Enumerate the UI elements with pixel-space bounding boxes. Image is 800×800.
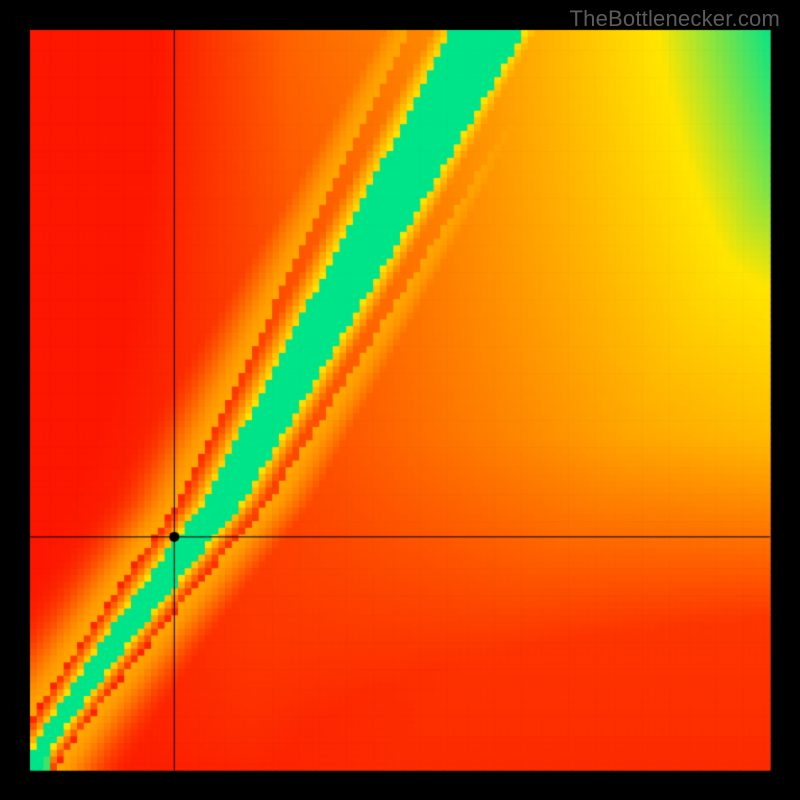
- bottleneck-heatmap: [0, 0, 800, 800]
- chart-container: TheBottlenecker.com: [0, 0, 800, 800]
- watermark-label: TheBottlenecker.com: [570, 6, 780, 32]
